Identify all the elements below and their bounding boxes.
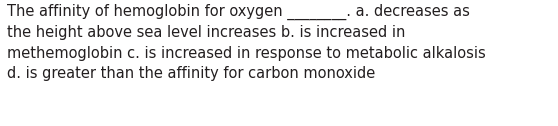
Text: The affinity of hemoglobin for oxygen ________. a. decreases as
the height above: The affinity of hemoglobin for oxygen __… [7,4,485,81]
